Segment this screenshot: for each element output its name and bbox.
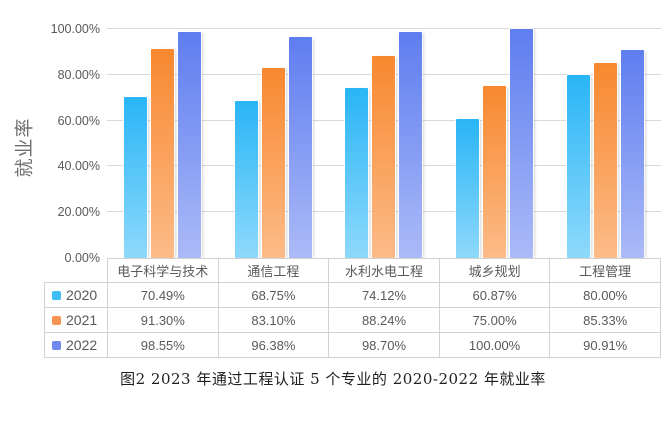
bar-2021 (372, 55, 396, 258)
bar-group-1 (107, 0, 218, 258)
legend-row-label: 2022 (44, 332, 108, 358)
data-table: 电子科学与技术 通信工程 水利水电工程 城乡规划 工程管理 2020 70.49% 68.7… (44, 258, 661, 358)
value-cell: 74.12% (328, 282, 440, 308)
bar-2020 (456, 118, 480, 258)
value-cell: 100.00% (438, 332, 551, 358)
value-cell: 83.10% (217, 307, 330, 333)
bar-group-5 (550, 0, 661, 258)
bar-2021 (483, 86, 507, 258)
bar-2020 (234, 100, 258, 258)
column-header: 水利水电工程 (328, 258, 440, 283)
value-cell: 91.30% (107, 307, 219, 333)
column-header: 通信工程 (217, 258, 330, 283)
y-tick-label: 80.00% (57, 67, 100, 82)
value-cell: 80.00% (549, 282, 661, 308)
plot-area (107, 0, 661, 258)
legend-swatch-icon (52, 316, 61, 325)
bar-chart: 就业率 100.00% 80.00% 60.00% 40.00% 20.00% 0.00% (14, 0, 661, 265)
table-row-2022: 2022 98.55% 96.38% 98.70% 100.00% 90.91% (44, 332, 661, 358)
y-tick-label: 40.00% (57, 159, 100, 174)
value-cell: 75.00% (438, 307, 551, 333)
y-tick-label: 0.00% (64, 251, 100, 265)
y-tick-label: 60.00% (57, 113, 100, 128)
gridline (107, 28, 661, 29)
bar-2022 (621, 49, 645, 258)
bar-group-4 (439, 0, 550, 258)
column-header: 城乡规划 (438, 258, 551, 283)
table-row-2020: 2020 70.49% 68.75% 74.12% 60.87% 80.00% (44, 282, 661, 308)
bar-group-2 (218, 0, 329, 258)
y-tick-label: 100.00% (50, 22, 100, 36)
bar-groups (107, 0, 661, 258)
table-corner-cell (45, 259, 108, 283)
y-axis-title: 就业率 (14, 117, 36, 178)
value-cell: 68.75% (217, 282, 330, 308)
bar-2022 (177, 32, 201, 258)
legend-swatch-icon (52, 341, 61, 350)
table-row-2021: 2021 91.30% 83.10% 88.24% 75.00% 85.33% (44, 307, 661, 333)
legend-row-label: 2021 (44, 307, 108, 333)
bar-2021 (261, 67, 285, 258)
figure-caption: 图2 2023 年通过工程认证 5 个专业的 2020-2022 年就业率 (120, 370, 546, 388)
legend-row-label: 2020 (44, 282, 108, 308)
series-name: 2020 (66, 287, 98, 303)
series-name: 2022 (66, 337, 98, 353)
bar-2020 (345, 88, 369, 258)
legend-swatch-icon (52, 291, 61, 300)
value-cell: 60.87% (438, 282, 551, 308)
value-cell: 85.33% (549, 307, 661, 333)
value-cell: 98.70% (328, 332, 440, 358)
bar-2021 (150, 48, 174, 258)
bar-2022 (510, 29, 534, 258)
bar-2022 (399, 31, 423, 258)
y-tick-label: 20.00% (57, 205, 100, 220)
value-cell: 96.38% (217, 332, 330, 358)
value-cell: 90.91% (549, 332, 661, 358)
table-header-row: 电子科学与技术 通信工程 水利水电工程 城乡规划 工程管理 (45, 258, 661, 283)
bar-2020 (567, 74, 591, 258)
bar-2021 (594, 62, 618, 258)
bar-2022 (288, 37, 312, 258)
series-name: 2021 (66, 312, 98, 328)
value-cell: 70.49% (107, 282, 219, 308)
column-header: 工程管理 (549, 258, 661, 283)
column-header: 电子科学与技术 (107, 258, 219, 283)
bar-2020 (123, 96, 147, 258)
value-cell: 88.24% (328, 307, 440, 333)
bar-group-3 (329, 0, 440, 258)
value-cell: 98.55% (107, 332, 219, 358)
